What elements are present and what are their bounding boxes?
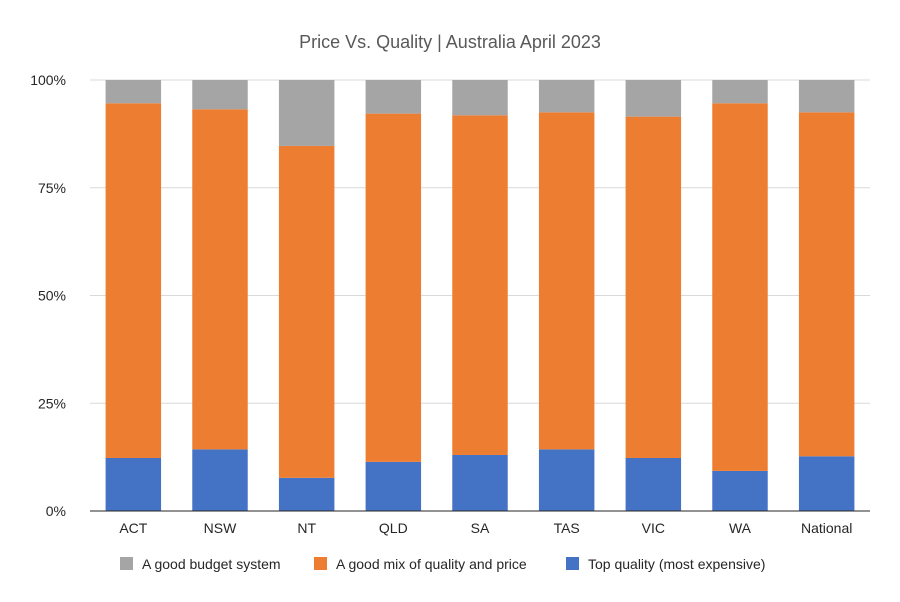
legend-swatch	[314, 557, 327, 570]
x-tick-label: QLD	[379, 520, 408, 536]
legend-label: A good mix of quality and price	[336, 556, 527, 572]
bar-segment	[712, 80, 768, 104]
legend: A good budget system A good mix of qualit…	[120, 556, 765, 572]
x-tick-label: NSW	[204, 520, 237, 536]
bar-segment	[538, 449, 595, 511]
bar-segment	[192, 449, 248, 511]
bars	[105, 80, 855, 511]
bar-segment	[625, 80, 682, 117]
x-tick-label: ACT	[119, 520, 147, 536]
legend-label: A good budget system	[142, 556, 281, 572]
bar-segment	[712, 470, 768, 511]
bar-segment	[538, 80, 595, 113]
bar-segment	[192, 80, 248, 110]
x-axis-labels: ACT NSW NT QLD SA TAS VIC WA National	[119, 520, 852, 536]
bar-segment	[625, 457, 682, 511]
y-tick-label: 100%	[30, 72, 66, 88]
y-tick-label: 0%	[46, 503, 66, 519]
x-tick-label: NT	[297, 520, 316, 536]
bar-segment	[105, 103, 162, 458]
x-tick-label: WA	[729, 520, 752, 536]
bar-segment	[365, 80, 422, 114]
bar-segment	[278, 80, 335, 146]
y-tick-label: 25%	[38, 395, 66, 411]
legend-swatch	[120, 557, 133, 570]
legend-label: Top quality (most expensive)	[588, 556, 765, 572]
bar-segment	[712, 103, 768, 471]
y-tick-label: 50%	[38, 288, 66, 304]
bar-segment	[798, 456, 855, 511]
y-axis-labels: 0% 25% 50% 75% 100%	[30, 72, 66, 519]
bar-segment	[105, 80, 162, 104]
bar-segment	[365, 113, 422, 462]
bar-segment	[538, 112, 595, 450]
x-tick-label: SA	[471, 520, 490, 536]
legend-swatch	[566, 557, 579, 570]
chart-title: Price Vs. Quality | Australia April 2023	[299, 32, 601, 52]
bar-segment	[452, 454, 508, 511]
bar-segment	[625, 116, 682, 458]
x-tick-label: National	[801, 520, 852, 536]
bar-segment	[452, 115, 508, 455]
x-tick-label: VIC	[642, 520, 665, 536]
bar-segment	[798, 112, 855, 457]
bar-segment	[365, 461, 422, 511]
bar-segment	[452, 80, 508, 116]
y-tick-label: 75%	[38, 180, 66, 196]
bar-segment	[192, 109, 248, 450]
bar-segment	[278, 145, 335, 478]
bar-segment	[278, 477, 335, 511]
x-tick-label: TAS	[554, 520, 580, 536]
bar-segment	[798, 80, 855, 113]
bar-segment	[105, 457, 162, 511]
